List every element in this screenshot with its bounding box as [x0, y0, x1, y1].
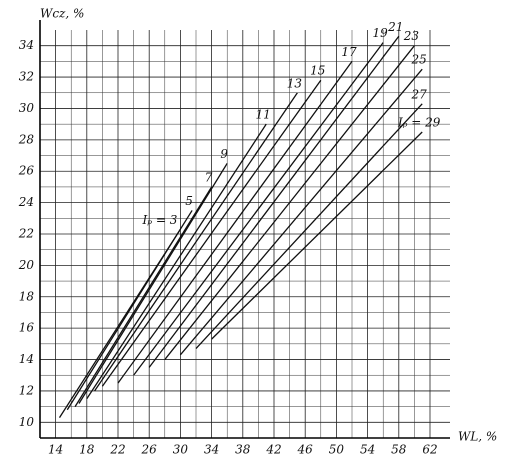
- line-label: Iₚ = 3: [142, 213, 178, 227]
- x-tick-label: 22: [109, 443, 125, 457]
- y-tick-label: 16: [19, 321, 35, 335]
- series-line: [94, 92, 298, 392]
- y-tick-label: 22: [18, 227, 34, 241]
- series-line: [78, 163, 228, 404]
- x-tick-label: 54: [360, 443, 375, 457]
- line-label: Iₚ = 29: [397, 116, 441, 130]
- y-tick-label: 24: [18, 195, 34, 209]
- y-tick-label: 10: [19, 415, 35, 429]
- line-label: 19: [373, 26, 389, 40]
- y-tick-label: 28: [18, 132, 35, 146]
- x-tick-label: 46: [297, 443, 314, 457]
- series-line: [148, 35, 400, 368]
- x-tick-label: 58: [391, 443, 407, 457]
- line-label: 11: [256, 108, 271, 122]
- line-label: 27: [411, 87, 428, 101]
- x-tick-label: 38: [235, 443, 251, 457]
- y-tick-label: 30: [19, 101, 35, 115]
- y-tick-label: 20: [18, 258, 35, 272]
- x-tick-label: 18: [79, 443, 95, 457]
- series-line: [211, 131, 423, 340]
- x-tick-label: 42: [265, 443, 281, 457]
- series-line: [179, 68, 423, 356]
- series-line: [195, 103, 423, 349]
- y-tick-label: 34: [19, 38, 34, 52]
- line-label: 13: [287, 76, 303, 90]
- line-label: 23: [403, 29, 420, 43]
- y-tick-label: 12: [19, 383, 34, 397]
- y-tick-label: 32: [19, 70, 34, 84]
- series-line: [133, 42, 384, 376]
- line-label: 5: [185, 194, 193, 208]
- series-line: [86, 123, 267, 400]
- line-label: 17: [341, 45, 357, 59]
- y-axis-title: Wcz, %: [40, 7, 84, 21]
- y-tick-label: 26: [18, 164, 35, 178]
- x-tick-label: 26: [141, 443, 158, 457]
- line-label: 21: [387, 20, 403, 34]
- y-tick-label: 14: [19, 352, 34, 366]
- series-line: [66, 210, 193, 411]
- x-tick-label: 14: [48, 443, 63, 457]
- line-label: 9: [220, 147, 228, 161]
- x-tick-label: 62: [422, 443, 437, 457]
- x-axis-title: WL, %: [458, 430, 497, 444]
- line-label: 25: [411, 53, 427, 67]
- series-line: [117, 61, 353, 384]
- y-tick-label: 18: [19, 289, 35, 303]
- series-line: [101, 79, 322, 387]
- line-label: 7: [205, 170, 213, 184]
- x-tick-label: 34: [204, 443, 219, 457]
- line-label: 15: [310, 64, 325, 78]
- series-line: [164, 45, 415, 360]
- x-tick-label: 50: [329, 443, 345, 457]
- series-line: [74, 186, 213, 407]
- x-tick-label: 30: [173, 443, 189, 457]
